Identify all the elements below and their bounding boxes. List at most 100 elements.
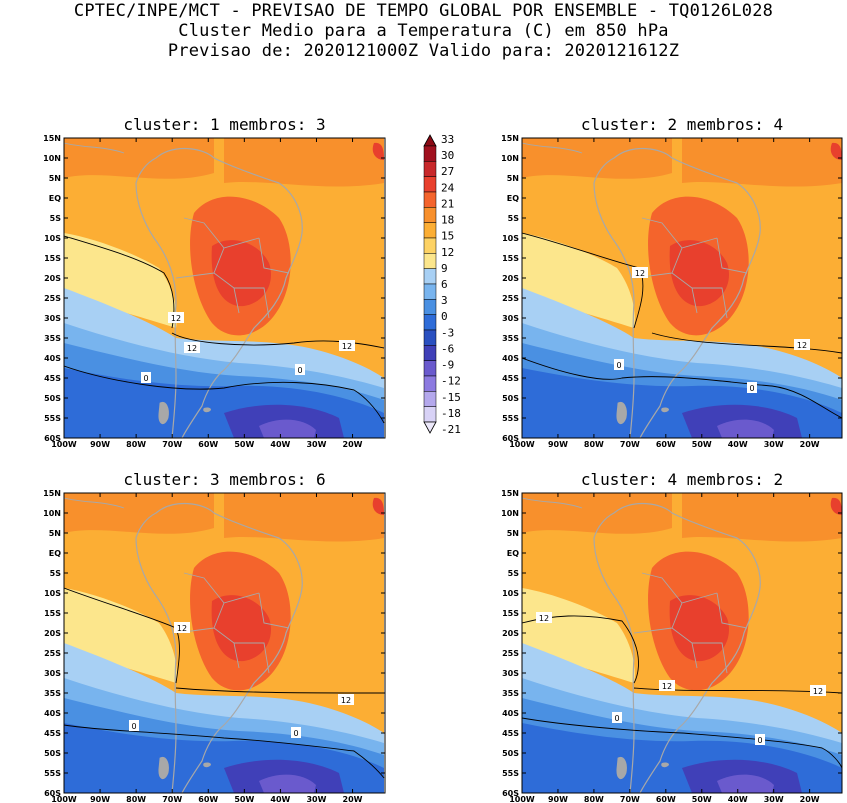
contour-label: 12: [168, 312, 184, 323]
colorbar-swatch: [423, 176, 437, 193]
map-panel-2: cluster: 2 membros: 4 12 12 0 0 15N 10N 5N EQ 5S 1…: [501, 115, 843, 449]
colorbar-label: 3: [441, 294, 448, 307]
lon-tick-label: 50W: [692, 795, 712, 803]
colorbar-swatch: [423, 314, 437, 331]
colorbar-label: -15: [441, 391, 461, 404]
panel-title: cluster: 4 membros: 2: [581, 470, 783, 489]
lon-tick-label: 30W: [306, 440, 326, 449]
lat-tick-label: 40S: [44, 709, 61, 718]
colorbar-label: 24: [441, 181, 455, 194]
lon-tick-label: 100W: [51, 795, 77, 803]
colorbar-label: 0: [441, 310, 448, 323]
svg-text:0: 0: [297, 366, 302, 375]
lat-tick-label: 25S: [44, 649, 61, 658]
lon-tick-label: 90W: [548, 795, 568, 803]
map-frame: [521, 492, 843, 794]
contour-label: 12: [339, 340, 355, 351]
contour-label: 12: [659, 680, 675, 691]
lat-tick-label: 15N: [43, 134, 61, 143]
lon-tick-label: 60W: [198, 440, 218, 449]
lat-tick-label: 5N: [49, 174, 61, 183]
colorbar-label: 6: [441, 278, 448, 291]
header-line-1: CPTEC/INPE/MCT - PREVISAO DE TEMPO GLOBA…: [73, 1, 774, 21]
lat-tick-label: 5N: [507, 529, 519, 538]
colorbar-swatch: [423, 283, 437, 300]
map-panel-3: cluster: 3 membros: 6 12 12 0 0 15N 10N 5N EQ 5S 1…: [43, 470, 386, 803]
lat-tick-label: 40S: [502, 709, 519, 718]
header-line-2: Cluster Medio para a Temperatura (C) em …: [178, 21, 669, 41]
contour-label: 0: [614, 359, 624, 370]
temperature-field: [64, 493, 384, 793]
lat-tick-label: EQ: [49, 194, 61, 203]
lat-tick-label: 15S: [44, 254, 61, 263]
colorbar-swatch: [423, 253, 437, 269]
lat-tick-label: EQ: [49, 549, 61, 558]
colorbar-label: 27: [441, 165, 454, 178]
contour-label: 0: [129, 720, 139, 731]
temperature-field: [64, 138, 384, 438]
lat-tick-label: 5S: [50, 569, 62, 578]
lat-tick-label: 40S: [44, 354, 61, 363]
svg-text:12: 12: [662, 682, 672, 691]
lon-tick-label: 70W: [620, 795, 640, 803]
lon-tick-label: 30W: [306, 795, 326, 803]
svg-text:12: 12: [539, 614, 549, 623]
lon-tick-label: 30W: [764, 440, 784, 449]
colorbar-swatch: [423, 145, 437, 162]
lat-tick-label: 35S: [44, 689, 61, 698]
panel-title: cluster: 1 membros: 3: [123, 115, 325, 134]
svg-text:12: 12: [171, 314, 181, 323]
lat-tick-label: 30S: [502, 314, 519, 323]
colorbar-swatch: [423, 406, 437, 423]
lat-tick-label: 25S: [502, 294, 519, 303]
svg-text:0: 0: [749, 384, 754, 393]
colorbar-label: -18: [441, 407, 461, 420]
lat-tick-label: 10N: [501, 154, 519, 163]
colorbar-label: -12: [441, 375, 461, 388]
lon-tick-label: 40W: [270, 440, 290, 449]
contour-line: [522, 357, 842, 419]
lon-tick-label: 20W: [343, 440, 363, 449]
lat-tick-label: 55S: [44, 769, 61, 778]
lat-tick-label: 20S: [44, 629, 61, 638]
contour-line: [522, 232, 842, 354]
lat-tick-label: 10S: [502, 234, 519, 243]
lat-tick-label: 15N: [501, 134, 519, 143]
contour-label: 0: [141, 372, 151, 383]
colorbar-swatch: [423, 191, 437, 208]
lat-tick-label: 45S: [44, 729, 61, 738]
lat-tick-label: 25S: [44, 294, 61, 303]
lon-tick-label: 80W: [584, 440, 604, 449]
lat-tick-label: 50S: [502, 749, 519, 758]
lat-tick-label: 45S: [502, 374, 519, 383]
lon-tick-label: 20W: [343, 795, 363, 803]
lat-tick-label: 15N: [43, 489, 61, 498]
colorbar-top-arrow: [423, 134, 437, 147]
lat-tick-label: 10N: [43, 154, 61, 163]
contour-label: 12: [536, 612, 552, 623]
lon-tick-label: 50W: [234, 795, 254, 803]
lat-tick-label: 10N: [501, 509, 519, 518]
svg-text:12: 12: [187, 344, 197, 353]
lon-tick-label: 80W: [126, 795, 146, 803]
lat-tick-label: 45S: [502, 729, 519, 738]
lon-tick-label: 100W: [51, 440, 77, 449]
lat-tick-label: 35S: [502, 689, 519, 698]
contour-line: [64, 724, 385, 779]
contour-label: 12: [184, 342, 200, 353]
lon-tick-label: 80W: [584, 795, 604, 803]
lat-tick-label: EQ: [507, 194, 519, 203]
lat-tick-label: 35S: [44, 334, 61, 343]
lon-tick-label: 40W: [270, 795, 290, 803]
svg-text:0: 0: [616, 361, 621, 370]
lat-tick-label: 15S: [502, 609, 519, 618]
contour-label: 0: [295, 364, 305, 375]
lat-tick-label: 60S: [502, 789, 519, 798]
colorbar-swatch: [423, 299, 437, 315]
lat-tick-label: 20S: [502, 629, 519, 638]
lon-tick-label: 70W: [162, 440, 182, 449]
lon-tick-label: 90W: [90, 795, 110, 803]
colorbar-label: -6: [441, 342, 454, 355]
contour-label: 0: [612, 712, 622, 723]
temperature-field: [522, 493, 842, 793]
